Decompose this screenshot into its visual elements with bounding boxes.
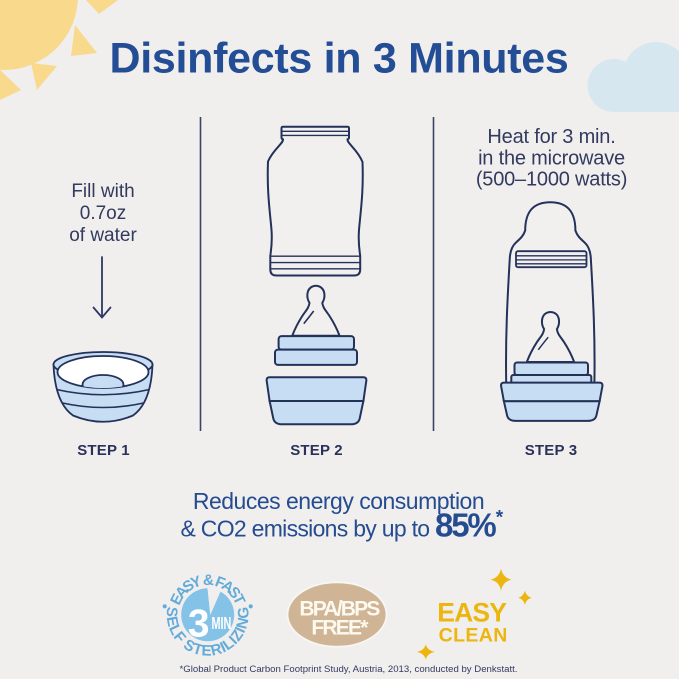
svg-text:Disinfects in 3 Minutes: Disinfects in 3 Minutes — [109, 34, 568, 82]
svg-text:MIN: MIN — [212, 615, 232, 634]
svg-text:Fill with: Fill with — [71, 181, 134, 202]
svg-text:I: I — [232, 625, 249, 636]
svg-text:Reduces energy consumption: Reduces energy consumption — [193, 488, 484, 514]
svg-text:& CO2 emissions by up to 85%*: & CO2 emissions by up to 85%* — [181, 507, 504, 544]
svg-text:E: E — [163, 615, 182, 628]
svg-text:S: S — [163, 606, 181, 617]
svg-text:EASY: EASY — [437, 597, 507, 627]
svg-text:STEP 2: STEP 2 — [290, 442, 343, 459]
svg-text:of water: of water — [69, 225, 137, 246]
svg-text:STEP 3: STEP 3 — [525, 442, 578, 459]
svg-text:I: I — [218, 639, 229, 656]
svg-text:G: G — [235, 606, 253, 619]
svg-text:CLEAN: CLEAN — [439, 624, 508, 646]
svg-text:FREE*: FREE* — [311, 617, 369, 640]
svg-text:N: N — [233, 616, 252, 631]
svg-text:0.7oz: 0.7oz — [80, 203, 126, 224]
svg-text:(500–1000 watts): (500–1000 watts) — [476, 169, 627, 191]
svg-text:3: 3 — [188, 602, 210, 645]
svg-text:*Global Product Carbon Footpri: *Global Product Carbon Footprint Study, … — [180, 664, 518, 675]
svg-text:R: R — [209, 640, 224, 659]
svg-text:&: & — [203, 572, 214, 589]
svg-text:E: E — [201, 642, 212, 659]
svg-text:Heat for 3 min.: Heat for 3 min. — [487, 126, 615, 148]
svg-text:in the microwave: in the microwave — [478, 147, 625, 169]
svg-text:STEP 1: STEP 1 — [77, 442, 130, 459]
svg-text:BPA/BPS: BPA/BPS — [299, 598, 380, 621]
